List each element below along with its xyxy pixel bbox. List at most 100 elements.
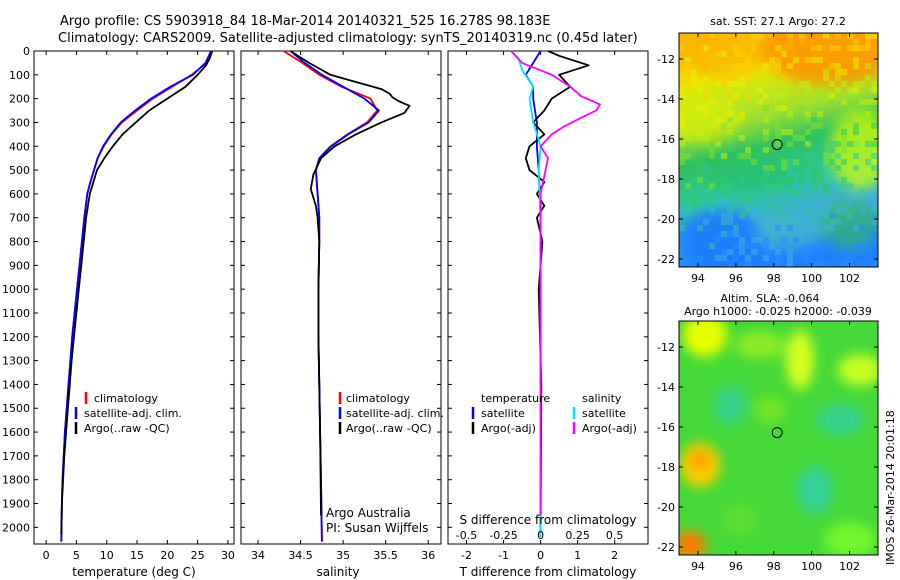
sst-map-axes: 94 96 98 100 102 -12 -14 -16 -18 -20 -22: [657, 33, 878, 285]
lat-tick-label: -22: [657, 253, 675, 266]
argo-position-marker: [771, 427, 783, 439]
legend-label-t-satellite: satellite: [481, 407, 525, 420]
lat-tick-label: -14: [657, 381, 675, 394]
y-tick-label: 1300: [2, 355, 30, 368]
x-tick-label: 0: [43, 549, 50, 562]
argo-position-marker: [771, 139, 783, 151]
temperature-x-axis: 0 5 10 15 20 25 30: [43, 51, 235, 562]
salinity-depth-ticks: [241, 50, 441, 528]
sla-map-panel: Altim. SLA: -0.064 Argo h1000: -0.025 h2…: [657, 292, 879, 573]
annotation-pi: PI: Susan Wijffels: [326, 521, 428, 535]
y-tick-label: 1600: [2, 426, 30, 439]
y-tick-label: 700: [9, 212, 30, 225]
s-tick-label: 0.25: [565, 529, 590, 542]
temperature-panel: 0100200300400500600700800900100011001200…: [2, 45, 235, 579]
sla-map-title: Altim. SLA: -0.064: [720, 292, 819, 305]
x-tick-label: 36: [421, 549, 435, 562]
lat-tick-label: -12: [657, 341, 675, 354]
series-line-s-argo-adj-: [510, 50, 601, 516]
y-tick-label: 1500: [2, 402, 30, 415]
legend-label-argo: Argo(..raw -QC): [84, 422, 170, 435]
legend-label-satellite: satellite-adj. clim.: [346, 407, 444, 420]
sst-map-title: sat. SST: 27.1 Argo: 27.2: [710, 15, 846, 28]
x-tick-label: -2: [461, 549, 472, 562]
header-line1: Argo profile: CS 5903918_84 18-Mar-2014 …: [60, 14, 550, 29]
lat-tick-label: -18: [657, 461, 675, 474]
temperature-series: [60, 50, 214, 542]
annotation-argo-australia: Argo Australia: [326, 506, 411, 520]
difference-panel: -2 -1 0 1 2 T difference from climatology S …: [447, 50, 649, 579]
header-line2: Climatology: CARS2009. Satellite-adjuste…: [58, 31, 638, 46]
legend-title-temperature: temperature: [481, 392, 550, 405]
x-tick-label: 5: [73, 549, 80, 562]
temperature-legend: climatology satellite-adj. clim. Argo(..…: [74, 392, 182, 435]
lat-tick-label: -20: [657, 501, 675, 514]
difference-series: [510, 50, 601, 537]
y-tick-label: 2000: [2, 521, 30, 534]
lon-tick-label: 98: [767, 272, 781, 285]
x-tick-label: 1: [574, 549, 581, 562]
series-line-argo-raw-qc-: [60, 50, 214, 535]
series-line-argo-raw-qc-: [289, 50, 411, 516]
difference-axes-box: [447, 50, 649, 545]
lat-tick-label: -22: [657, 541, 675, 554]
lat-tick-label: -16: [657, 133, 675, 146]
depth-axis: 0 100 200 300 400 500 600 700 800 900 1000 1100 1200…: [2, 45, 234, 534]
y-tick-label: 1100: [2, 307, 30, 320]
sla-heatmap: [679, 321, 878, 555]
legend-label-satellite: satellite-adj. clim.: [84, 407, 182, 420]
salinity-difference-ticks: -0.5 -0.25 0 0.25 0.5: [456, 529, 624, 542]
lon-tick-label: 98: [767, 560, 781, 573]
y-tick-label: 100: [9, 69, 30, 82]
y-tick-label: 900: [9, 259, 30, 272]
legend-label-climatology: climatology: [94, 392, 158, 405]
lat-tick-label: -14: [657, 93, 675, 106]
y-tick-label: 800: [9, 236, 30, 249]
y-tick-label: 1800: [2, 474, 30, 487]
sla-map-axes: 94 96 98 100 102 -12 -14 -16 -18 -20 -22: [657, 321, 878, 573]
lon-tick-label: 94: [691, 560, 705, 573]
salinity-series: [283, 50, 411, 542]
legend-label-s-satellite: satellite: [582, 407, 626, 420]
s-tick-label: 0.5: [606, 529, 624, 542]
lon-tick-label: 102: [839, 560, 860, 573]
temperature-xlabel: temperature (deg C): [72, 565, 195, 579]
s-tick-label: -0.25: [489, 529, 517, 542]
x-tick-label: 2: [611, 549, 618, 562]
y-tick-label: 200: [9, 93, 30, 106]
x-tick-label: 10: [100, 549, 114, 562]
lon-tick-label: 96: [729, 272, 743, 285]
salinity-xlabel: salinity: [316, 565, 359, 579]
y-tick-label: 500: [9, 164, 30, 177]
y-tick-label: 1200: [2, 331, 30, 344]
y-tick-label: 1000: [2, 283, 30, 296]
y-tick-label: 400: [9, 140, 30, 153]
x-tick-label: 25: [191, 549, 205, 562]
lon-tick-label: 94: [691, 272, 705, 285]
legend-title-salinity: salinity: [582, 392, 622, 405]
difference-xlabel-top: S difference from climatology: [460, 513, 637, 527]
lon-tick-label: 100: [801, 272, 822, 285]
s-tick-label: 0: [537, 529, 544, 542]
lon-tick-label: 96: [729, 560, 743, 573]
difference-xlabel: T difference from climatology: [459, 565, 637, 579]
legend-label-argo: Argo(..raw -QC): [346, 422, 432, 435]
lat-tick-label: -20: [657, 213, 675, 226]
lat-tick-label: -16: [657, 421, 675, 434]
salinity-axes-box: [240, 50, 442, 545]
imos-timestamp: IMOS 26-Mar-2014 20:01:18: [884, 410, 897, 565]
x-tick-label: 34.5: [288, 549, 313, 562]
legend-label-climatology: climatology: [346, 392, 410, 405]
x-tick-label: 0: [537, 549, 544, 562]
lon-tick-label: 102: [839, 272, 860, 285]
y-tick-label: 300: [9, 116, 30, 129]
sla-map-frame: [678, 320, 879, 556]
sst-heatmap: [679, 33, 878, 267]
sla-map-subtitle: Argo h1000: -0.025 h2000: -0.039: [684, 305, 872, 318]
difference-legend: temperature salinity satellite Argo(-adj…: [471, 392, 637, 435]
y-tick-label: 1400: [2, 378, 30, 391]
difference-depth-ticks: [448, 50, 648, 528]
salinity-x-axis: 34 34.5 35 35.5 36: [251, 51, 435, 562]
lat-tick-label: -12: [657, 53, 675, 66]
